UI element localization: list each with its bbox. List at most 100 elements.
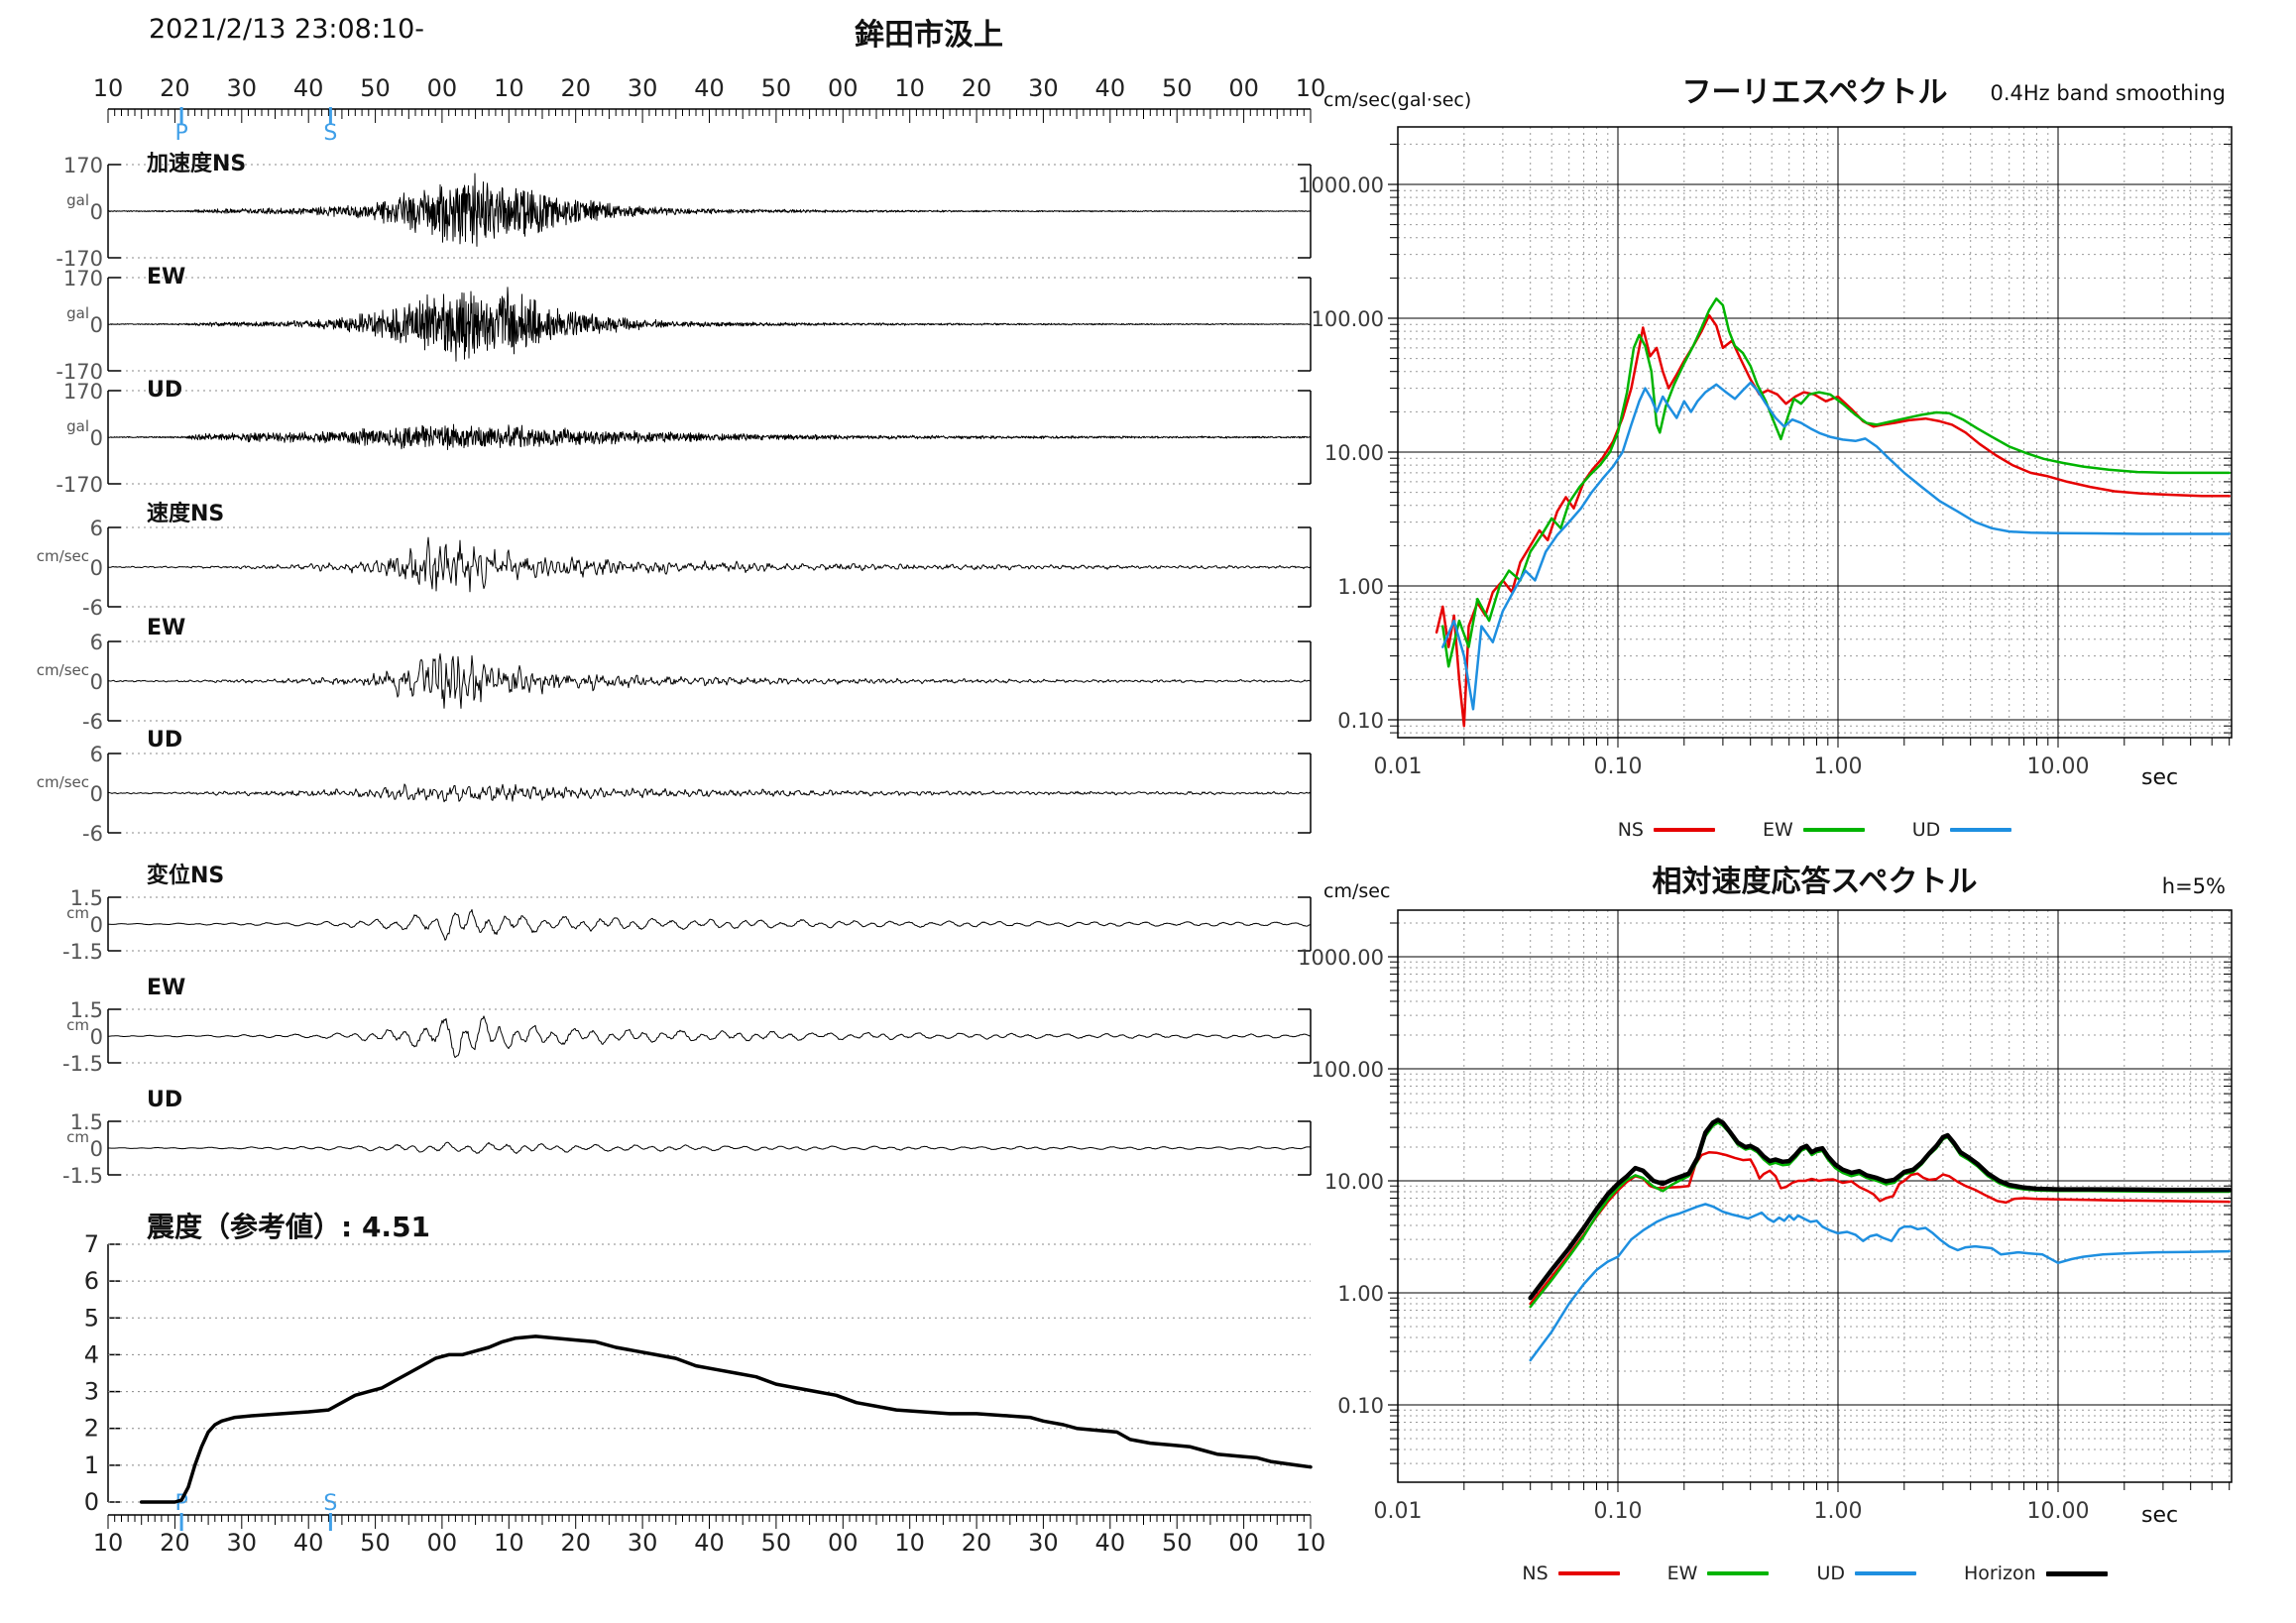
scale-top-label: 1.5: [70, 998, 103, 1022]
response-y-tick-label: 10.00: [1324, 1170, 1384, 1194]
legend-label: UD: [1816, 1563, 1845, 1584]
response-note: h=5%: [2161, 874, 2226, 898]
fourier-y-tick-label: 0.10: [1337, 709, 1384, 733]
scale-zero-label: 0: [90, 913, 103, 937]
trace-row-vel-ud: UD 6cm/sec 0 -6: [37, 728, 1312, 846]
time-tick-label: 10: [93, 1529, 124, 1557]
trace-title: 速度NS: [147, 501, 224, 526]
trace-unit-label: cm: [66, 1016, 89, 1034]
time-tick-label: 40: [694, 1529, 725, 1557]
record-datetime: 2021/2/13 23:08:10-: [149, 14, 425, 45]
scale-bottom-label: -6: [82, 710, 103, 734]
fourier-series-ns: [1435, 313, 2231, 728]
time-tick-label: 10: [894, 74, 925, 102]
s-marker-tick: [328, 1513, 332, 1531]
intensity-curve: [139, 1334, 1313, 1504]
scale-bottom-label: -1.5: [62, 1052, 103, 1076]
p-marker-tick: [179, 107, 183, 125]
time-tick-label: 30: [628, 74, 658, 102]
intensity-level-label: 6: [84, 1267, 99, 1295]
legend-label: EW: [1666, 1563, 1698, 1584]
time-tick-label: 50: [360, 1529, 391, 1557]
scale-bottom-label: -1.5: [62, 940, 103, 964]
time-tick-label: 30: [628, 1529, 658, 1557]
fourier-series-ew: [1441, 297, 2231, 668]
waveform-acc-ns: [107, 173, 1312, 247]
trace-unit-label: cm/sec: [37, 661, 89, 679]
legend-label: Horizon: [1963, 1563, 2036, 1584]
fourier-y-tick-label: 100.00: [1312, 307, 1384, 331]
legend-color-line: [1854, 1571, 1916, 1575]
scale-top-label: 170: [63, 154, 103, 177]
legend-label: UD: [1911, 819, 1941, 841]
response-x-tick-label: 0.01: [1374, 1499, 1423, 1524]
time-tick-label: 00: [427, 74, 458, 102]
response-chart: 1000.00 100.00 10.00 1.00 0.10 0.01 0.10 1.00 10…: [1298, 909, 2233, 1524]
s-marker-tick: [328, 107, 332, 125]
fourier-chart: 1000.00 100.00 10.00 1.00 0.10 0.01 0.10 1.00 10…: [1298, 126, 2233, 779]
station-title: 鉾田市汲上: [855, 18, 1003, 53]
time-tick-label: 20: [962, 1529, 992, 1557]
legend-color-line: [1707, 1571, 1770, 1575]
time-tick-label: 10: [1296, 1529, 1326, 1557]
time-tick-label: 10: [93, 74, 124, 102]
time-tick-label: 40: [1095, 74, 1126, 102]
time-tick-label: 10: [494, 74, 524, 102]
trace-unit-label: gal: [66, 417, 89, 435]
scale-top-label: 170: [63, 380, 103, 404]
response-x-tick-label: 10.00: [2027, 1499, 2090, 1524]
legend-color-line: [1653, 828, 1715, 832]
response-series-ud: [1529, 1203, 2231, 1362]
fourier-x-tick-label: 0.01: [1374, 754, 1423, 779]
trace-unit-label: gal: [66, 304, 89, 322]
intensity-level-label: 2: [84, 1415, 99, 1443]
scale-zero-label: 0: [90, 1137, 103, 1161]
scale-bottom-label: -170: [56, 360, 103, 384]
scale-zero-label: 0: [90, 556, 103, 580]
legend-label: NS: [1522, 1563, 1549, 1584]
legend-color-line: [1950, 828, 2012, 832]
time-tick-label: 50: [360, 74, 391, 102]
fourier-x-unit: sec: [2141, 765, 2179, 790]
trace-row-acc-ud: UD 170 gal 0 -170: [56, 378, 1312, 497]
trace-title: UD: [147, 1088, 182, 1112]
trace-title: EW: [147, 265, 185, 290]
scale-bottom-label: -170: [56, 473, 103, 497]
fourier-y-unit: cm/sec(gal·sec): [1323, 89, 1472, 111]
fourier-y-tick-label: 10.00: [1324, 441, 1384, 465]
waveform-acc-ew: [107, 287, 1312, 362]
time-tick-label: 00: [427, 1529, 458, 1557]
fourier-x-tick-label: 10.00: [2027, 754, 2090, 779]
trace-title: EW: [147, 976, 185, 1000]
scale-zero-label: 0: [90, 1025, 103, 1049]
trace-row-vel-ew: EW 6cm/sec 0 -6: [37, 616, 1312, 734]
intensity-level-label: 4: [84, 1340, 99, 1368]
time-tick-label: 20: [160, 74, 190, 102]
scale-bottom-label: -170: [56, 247, 103, 271]
waveform-vel-ud: [107, 783, 1312, 803]
time-tick-label: 00: [828, 1529, 859, 1557]
fourier-y-tick-label: 1.00: [1337, 575, 1384, 599]
fourier-title: フーリエスペクトル: [1681, 75, 1948, 110]
response-x-tick-label: 1.00: [1814, 1499, 1863, 1524]
legend-item-horizon: Horizon: [1964, 1563, 2108, 1584]
intensity-level-label: 0: [84, 1488, 99, 1516]
legend-label: NS: [1617, 819, 1644, 841]
intensity-level-label: 5: [84, 1304, 99, 1332]
time-tick-label: 20: [160, 1529, 190, 1557]
waveform-disp-ud: [107, 1141, 1312, 1154]
trace-title: EW: [147, 616, 185, 640]
legend-item-ud: UD: [1816, 1563, 1916, 1584]
trace-row-acc-ew: EW 170 gal 0 -170: [56, 265, 1312, 384]
time-tick-label: 00: [828, 74, 859, 102]
scale-bottom-label: -1.5: [62, 1164, 103, 1188]
time-tick-label: 50: [1162, 74, 1193, 102]
trace-title: UD: [147, 378, 182, 403]
time-tick-label: 10: [494, 1529, 524, 1557]
trace-unit-label: cm/sec: [37, 547, 89, 565]
waveform-disp-ew: [107, 1015, 1312, 1059]
time-tick-label: 40: [1095, 1529, 1126, 1557]
trace-unit-label: cm: [66, 904, 89, 922]
waveform-disp-ns: [107, 909, 1312, 941]
time-tick-label: 30: [1028, 1529, 1059, 1557]
